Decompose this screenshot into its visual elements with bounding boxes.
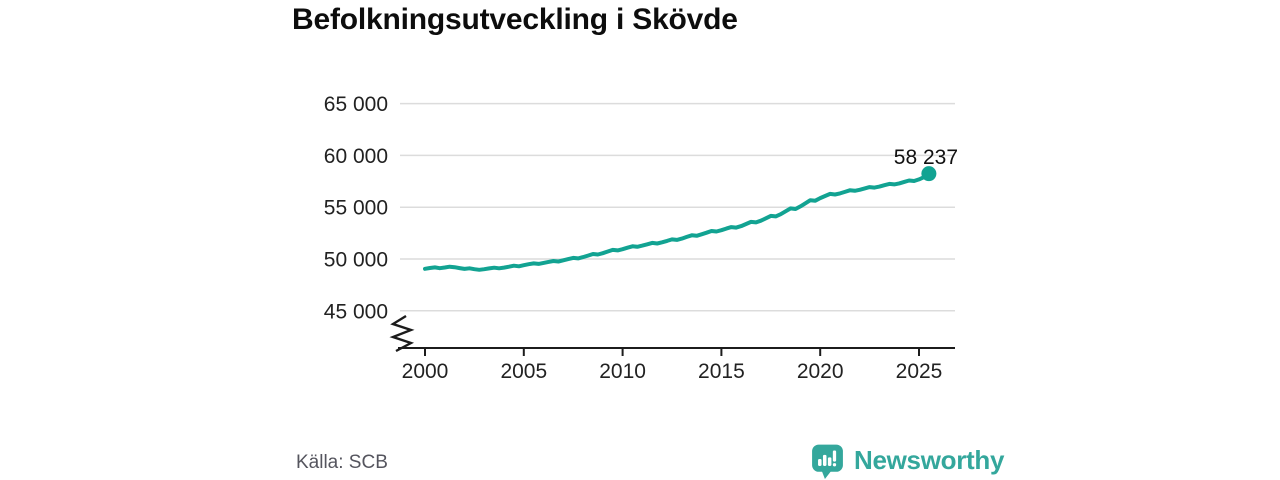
x-tick-label: 2025 [896, 360, 943, 383]
y-tick-label: 50 000 [324, 249, 388, 272]
newsworthy-logo: Newsworthy [809, 441, 1004, 479]
newsworthy-bubble-chart-icon [812, 444, 843, 479]
x-tick-label: 2010 [599, 360, 646, 383]
end-point-dot [921, 166, 937, 182]
y-tick-label: 60 000 [324, 145, 388, 168]
axis-break-icon [389, 314, 415, 353]
x-tick-label: 2015 [698, 360, 745, 383]
y-tick-label: 65 000 [324, 93, 388, 116]
newsworthy-wordmark: Newsworthy [854, 444, 1005, 475]
x-tick-label: 2005 [500, 360, 547, 383]
page-title: Befolkningsutveckling i Skövde [292, 3, 738, 36]
source-note: Källa: SCB [296, 452, 388, 473]
x-tick-label: 2020 [797, 360, 844, 383]
y-tick-label: 45 000 [324, 300, 388, 323]
y-tick-label: 55 000 [324, 197, 388, 220]
x-tick-label: 2000 [402, 360, 449, 383]
population-line [423, 171, 931, 272]
end-value-label: 58 237 [894, 146, 958, 169]
